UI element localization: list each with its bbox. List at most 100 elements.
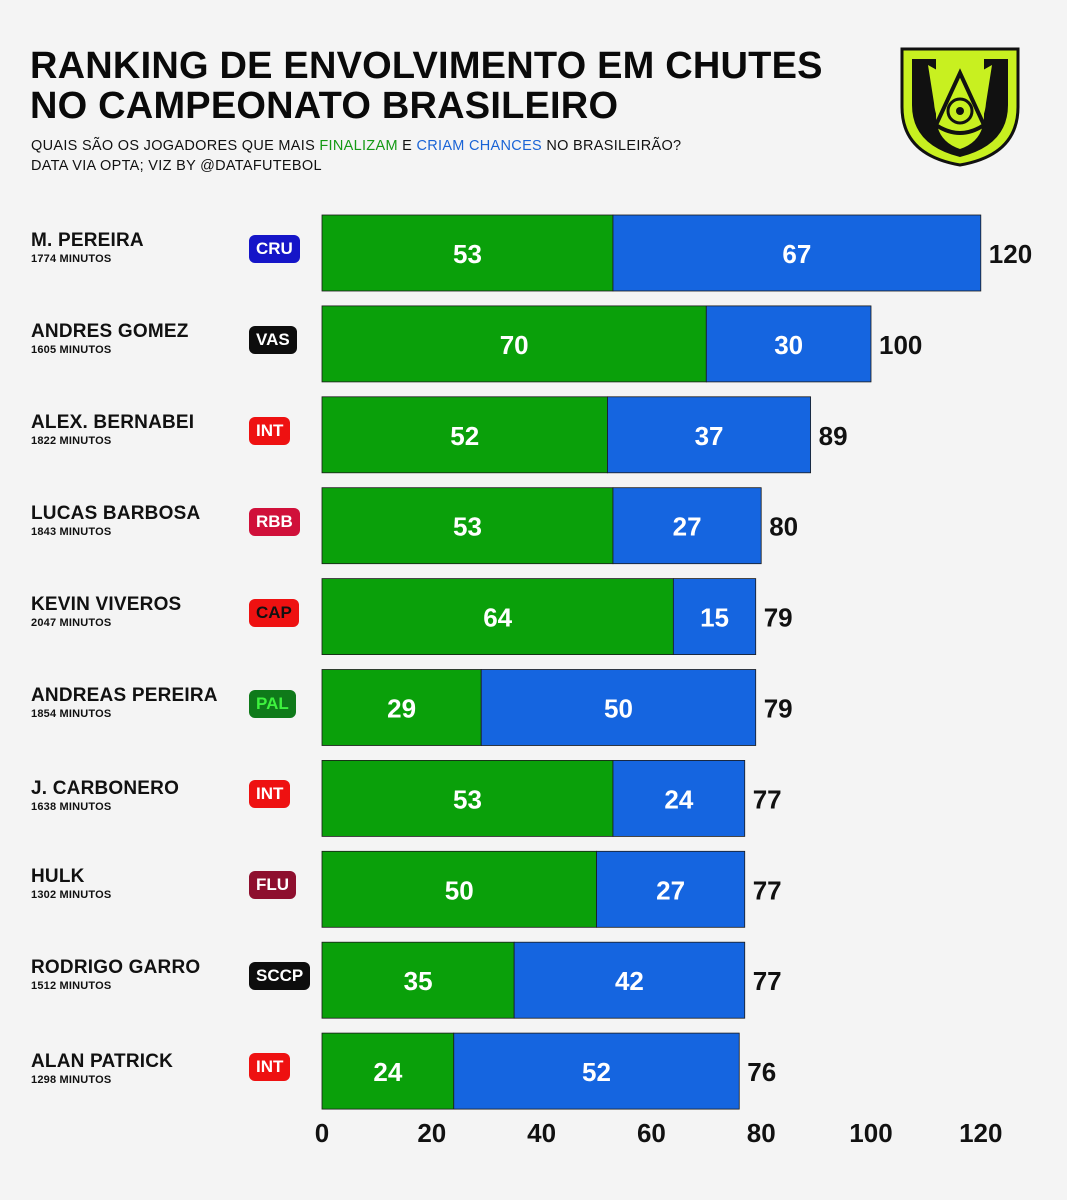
bar-total-label: 77 [753,784,782,814]
bar-label-chances: 27 [656,875,685,905]
x-tick-label: 80 [747,1118,776,1148]
player-label: RODRIGO GARRO 1512 MINUTOS [31,957,200,993]
bar-label-chances: 42 [615,966,644,996]
bar-label-chances: 67 [782,239,811,269]
bar-label-shots: 53 [453,239,482,269]
bar-shots [321,396,608,474]
bar-label-shots: 64 [483,603,512,633]
player-minutes: 1512 MINUTOS [31,980,112,993]
x-tick-label: 0 [315,1118,329,1148]
player-label: ANDRES GOMEZ 1605 MINUTOS [31,321,189,357]
player-minutes: 1605 MINUTOS [31,343,112,356]
bar-label-shots: 24 [373,1057,402,1087]
bar-chances [705,305,872,383]
player-name: ANDREAS PEREIRA [31,684,218,706]
bar-shots [321,214,614,292]
x-tick-label: 100 [849,1118,892,1148]
team-badge: INT [249,416,291,445]
bar-shots [321,578,674,655]
bar-label-shots: 52 [450,421,479,451]
bar-total-label: 80 [769,512,798,542]
player-label: ALAN PATRICK 1298 MINUTOS [31,1051,173,1087]
bar-chances [596,850,746,928]
player-minutes: 1822 MINUTOS [31,434,112,447]
bar-total-label: 79 [764,603,793,633]
bar-label-chances: 52 [582,1057,611,1087]
bar-label-chances: 27 [673,512,702,542]
x-tick-label: 60 [637,1118,666,1148]
bar-chances [612,760,746,837]
player-label: M. PEREIRA 1774 MINUTOS [31,230,144,266]
bar-label-chances: 24 [664,784,693,814]
team-badge: PAL [249,689,296,718]
bar-shots [321,305,707,383]
chart-title: RANKING DE ENVOLVIMENTO EM CHUTES NO CAM… [30,46,823,126]
player-label: KEVIN VIVEROS 2047 MINUTOS [31,594,181,630]
player-label: ANDREAS PEREIRA 1854 MINUTOS [31,685,218,721]
bar-label-shots: 50 [445,875,474,905]
bar-total-label: 89 [819,421,848,451]
team-badge: CRU [249,235,300,263]
player-minutes: 1298 MINUTOS [31,1074,112,1087]
player-name: HULK [31,866,85,888]
subtitle-prefix: QUAIS SÃO OS JOGADORES QUE MAIS [31,138,320,154]
player-name: ALAN PATRICK [31,1051,174,1073]
bar-total-label: 100 [879,330,922,360]
bar-chances [612,214,982,292]
bar-total-label: 120 [989,239,1032,269]
subtitle-question: QUAIS SÃO OS JOGADORES QUE MAIS FINALIZA… [31,136,681,156]
subtitle-chances-highlight: CRIAM CHANCES [416,138,543,154]
x-tick-label: 120 [959,1118,1002,1148]
bar-label-shots: 70 [500,330,529,360]
team-badge: SCCP [249,962,311,991]
bar-label-chances: 50 [604,694,633,724]
player-minutes: 1302 MINUTOS [31,889,112,902]
subtitle-shots-highlight: FINALIZAM [319,138,398,154]
player-minutes: 2047 MINUTOS [31,616,112,629]
bar-chances [453,1032,740,1110]
team-badge: RBB [249,507,300,536]
brasileirao-logo-icon [900,47,1020,167]
player-name: LUCAS BARBOSA [31,502,201,524]
bar-total-label: 76 [747,1057,776,1087]
player-label: LUCAS BARBOSA 1843 MINUTOS [31,503,200,539]
team-badge: CAP [249,598,299,627]
bar-total-label: 77 [753,966,782,996]
player-name: J. CARBONERO [31,778,180,800]
bar-label-shots: 29 [387,694,416,724]
subtitle-suffix: NO BRASILEIRÃO? [542,138,682,154]
bar-shots [321,850,597,928]
credit-line: DATA VIA OPTA; VIZ BY @DATAFUTEBOL [31,158,322,174]
team-badge: VAS [249,325,297,354]
player-name: RODRIGO GARRO [31,957,201,979]
player-minutes: 1774 MINUTOS [31,253,112,265]
player-name: ANDRES GOMEZ [31,320,189,342]
player-minutes: 1638 MINUTOS [31,801,112,814]
bar-chances [513,941,746,1019]
bar-chances [672,578,757,655]
player-name: KEVIN VIVEROS [31,593,182,615]
x-tick-label: 20 [417,1118,446,1148]
bar-label-shots: 53 [453,512,482,542]
x-tick-label: 40 [527,1118,556,1148]
player-label: ALEX. BERNABEI 1822 MINUTOS [31,412,194,448]
bar-label-chances: 30 [774,330,803,360]
player-name: ALEX. BERNABEI [31,411,195,433]
bar-shots [321,487,614,565]
bar-shots [321,669,482,746]
bar-chances [612,487,762,565]
bar-label-shots: 35 [404,966,433,996]
player-minutes: 1843 MINUTOS [31,525,112,538]
player-minutes: 1854 MINUTOS [31,707,112,720]
bar-label-chances: 37 [695,421,724,451]
bar-chances [607,396,812,474]
title-line-1: RANKING DE ENVOLVIMENTO EM CHUTES [30,45,823,87]
team-badge: FLU [249,871,297,900]
player-label: HULK 1302 MINUTOS [31,866,111,902]
subtitle-block: QUAIS SÃO OS JOGADORES QUE MAIS FINALIZA… [31,136,681,176]
bar-total-label: 79 [764,694,793,724]
player-name: M. PEREIRA [31,230,144,251]
team-badge: INT [249,1053,291,1082]
bar-label-shots: 53 [453,784,482,814]
